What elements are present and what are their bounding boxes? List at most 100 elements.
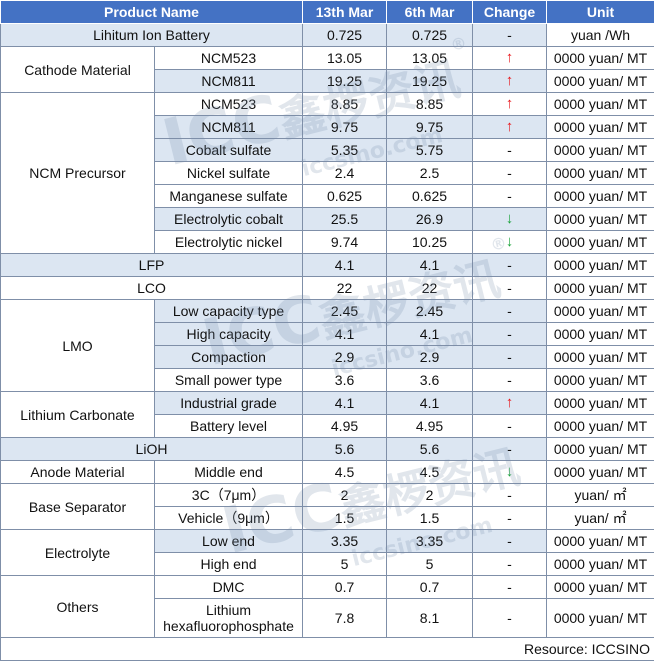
product-subtype: Low end	[153, 529, 304, 553]
value-6th-mar: 5.75	[386, 138, 474, 162]
value-13th-mar: 4.5	[302, 460, 388, 484]
table-row: LCO 22 22 - 0000 yuan/ MT	[0, 276, 654, 300]
value-13th-mar: 2.4	[302, 161, 388, 185]
table-row: Lihitum Ion Battery 0.725 0.725 - yuan /…	[0, 23, 654, 47]
value-13th-mar: 8.85	[302, 92, 388, 116]
table-row: Compaction 2.9 2.9 - 0000 yuan/ MT	[1, 345, 654, 369]
change-indicator: -	[472, 529, 548, 553]
unit: 0000 yuan/ MT	[546, 322, 654, 346]
product-subtype: Small power type	[153, 368, 304, 392]
unit: 0000 yuan/ MT	[546, 368, 654, 392]
unit: 0000 yuan/ MT	[546, 46, 654, 70]
product-group-label: Lithium Carbonate	[0, 391, 155, 438]
header-unit: Unit	[546, 0, 654, 24]
unit: 0000 yuan/ MT	[546, 161, 654, 185]
unit: yuan/ ㎡	[546, 483, 654, 507]
unit: 0000 yuan/ MT	[546, 391, 654, 415]
change-indicator: -	[472, 161, 548, 185]
product-group-label: LMO	[0, 299, 155, 392]
value-13th-mar: 5	[302, 552, 388, 576]
value-6th-mar: 8.1	[386, 598, 474, 638]
source-credit: Resource: ICCSINO	[0, 637, 654, 661]
product-subtype: Electrolytic nickel	[153, 230, 304, 254]
value-6th-mar: 9.75	[386, 115, 474, 139]
unit: 0000 yuan/ MT	[546, 529, 654, 553]
product-subtype: Lithium hexafluorophosphate	[153, 598, 304, 638]
unit: 0000 yuan/ MT	[546, 92, 654, 116]
unit: 0000 yuan/ MT	[546, 115, 654, 139]
unit: 0000 yuan/ MT	[546, 230, 654, 254]
unit: 0000 yuan/ MT	[546, 552, 654, 576]
value-6th-mar: 3.35	[386, 529, 474, 553]
header-6th-mar: 6th Mar	[386, 0, 474, 24]
table-row: LMO Low capacity type 2.45 2.45 - 0000 y…	[0, 299, 654, 392]
value-13th-mar: 3.6	[302, 368, 388, 392]
arrow-down-icon: ↓	[472, 207, 548, 231]
value-6th-mar: 0.625	[386, 184, 474, 208]
product-subtype: High end	[153, 552, 304, 576]
table-row: NCM Precursor NCM523 8.85 8.85 ↑ 0000 yu…	[0, 92, 654, 254]
product-subtype: DMC	[153, 575, 304, 599]
change-indicator: -	[472, 138, 548, 162]
value-6th-mar: 22	[386, 276, 474, 300]
header-product-name: Product Name	[0, 0, 304, 24]
table-row: Lithium hexafluorophosphate 7.8 8.1 - 00…	[1, 598, 654, 638]
value-13th-mar: 7.8	[302, 598, 388, 638]
table-row: High end 5 5 - 0000 yuan/ MT	[1, 552, 654, 576]
value-13th-mar: 3.35	[302, 529, 388, 553]
change-indicator: -	[472, 575, 548, 599]
value-13th-mar: 9.75	[302, 115, 388, 139]
value-13th-mar: 9.74	[302, 230, 388, 254]
change-indicator: -	[472, 299, 548, 323]
value-13th-mar: 25.5	[302, 207, 388, 231]
change-indicator: -	[472, 322, 548, 346]
value-6th-mar: 4.95	[386, 414, 474, 438]
value-13th-mar: 4.1	[302, 253, 388, 277]
table-row: Electrolyte Low end 3.35 3.35 - 0000 yua…	[0, 529, 654, 576]
change-indicator: -	[472, 253, 548, 277]
value-6th-mar: 3.6	[386, 368, 474, 392]
product-subtype: Low capacity type	[153, 299, 304, 323]
table-row: Others DMC 0.7 0.7 - 0000 yuan/ MT	[0, 575, 654, 638]
change-indicator: -	[472, 598, 548, 638]
product-subtype: Electrolytic cobalt	[153, 207, 304, 231]
unit: 0000 yuan/ MT	[546, 138, 654, 162]
product-subtype: Compaction	[153, 345, 304, 369]
table-row: NCM811 19.25 19.25 ↑ 0000 yuan/ MT	[1, 69, 654, 93]
value-6th-mar: 2	[386, 483, 474, 507]
table-row: Anode Material Middle end 4.5 4.5 ↓ 0000…	[0, 460, 654, 484]
unit: 0000 yuan/ MT	[546, 598, 654, 638]
value-6th-mar: 4.1	[386, 253, 474, 277]
value-6th-mar: 13.05	[386, 46, 474, 70]
value-13th-mar: 0.625	[302, 184, 388, 208]
change-indicator: -	[472, 276, 548, 300]
value-6th-mar: 4.5	[386, 460, 474, 484]
value-6th-mar: 4.1	[386, 391, 474, 415]
unit: 0000 yuan/ MT	[546, 276, 654, 300]
arrow-up-icon: ↑	[472, 69, 548, 93]
unit: 0000 yuan/ MT	[546, 299, 654, 323]
arrow-up-icon: ↑	[472, 92, 548, 116]
product-group-label: Base Separator	[0, 483, 155, 530]
table-row: Electrolytic nickel 9.74 10.25 ↓ 0000 yu…	[1, 230, 654, 254]
change-indicator: -	[472, 184, 548, 208]
unit: 0000 yuan/ MT	[546, 460, 654, 484]
value-13th-mar: 2.45	[302, 299, 388, 323]
product-subtype: Nickel sulfate	[153, 161, 304, 185]
table-row: NCM811 9.75 9.75 ↑ 0000 yuan/ MT	[1, 115, 654, 139]
change-indicator: -	[472, 483, 548, 507]
value-6th-mar: 2.45	[386, 299, 474, 323]
value-6th-mar: 10.25	[386, 230, 474, 254]
arrow-up-icon: ↑	[472, 115, 548, 139]
unit: 0000 yuan/ MT	[546, 437, 654, 461]
arrow-up-icon: ↑	[472, 46, 548, 70]
product-subtype: Vehicle（9μm）	[153, 506, 304, 530]
value-6th-mar: 0.7	[386, 575, 474, 599]
value-6th-mar: 5.6	[386, 437, 474, 461]
value-6th-mar: 26.9	[386, 207, 474, 231]
value-13th-mar: 13.05	[302, 46, 388, 70]
table-row: Small power type 3.6 3.6 - 0000 yuan/ MT	[1, 368, 654, 392]
product-name: LCO	[0, 276, 304, 300]
unit: 0000 yuan/ MT	[546, 345, 654, 369]
